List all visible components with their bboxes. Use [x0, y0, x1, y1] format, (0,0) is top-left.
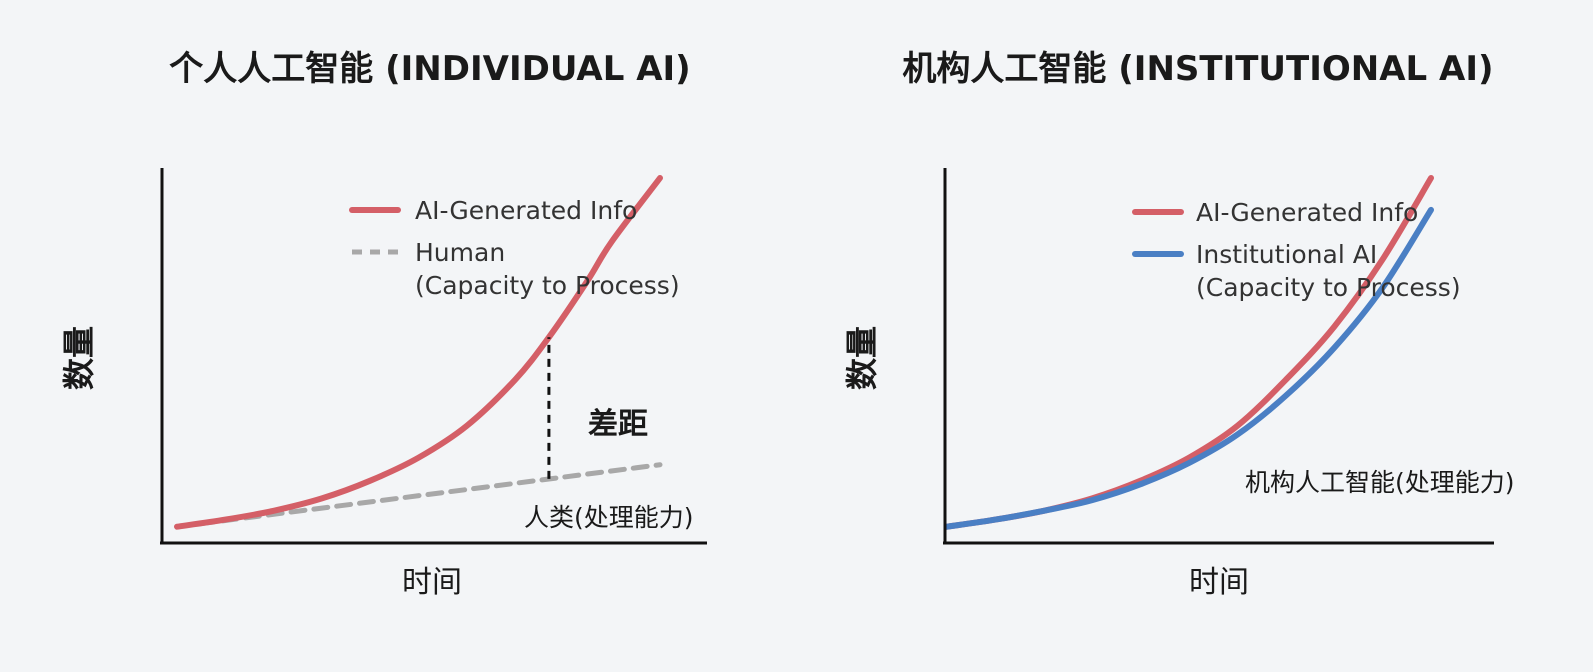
human-capacity-label: 人类(处理能力)	[524, 503, 694, 532]
panel-individual: 个人人工智能 (INDIVIDUAL AI) 数量 时间 AI-Generate…	[60, 49, 707, 600]
gap-label: 差距	[588, 407, 648, 442]
legend-label-institutional-line2: (Capacity to Process)	[1196, 273, 1461, 302]
legend-label-human-line2: (Capacity to Process)	[415, 271, 680, 300]
x-axis-label-institutional: 时间	[1189, 565, 1249, 600]
series-line-institutional-ai-institutional	[944, 206, 1434, 530]
legend-institutional: AI-Generated Info Institutional AI (Capa…	[1132, 198, 1461, 302]
chart-title-institutional: 机构人工智能 (INSTITUTIONAL AI)	[902, 49, 1493, 89]
legend-label-ai-generated-institutional: AI-Generated Info	[1196, 198, 1418, 227]
series-line-ai-generated-info-individual	[174, 175, 663, 530]
series-group-individual	[174, 175, 663, 530]
institutional-capacity-label: 机构人工智能(处理能力)	[1245, 468, 1515, 497]
legend-label-human-line1: Human	[415, 238, 505, 267]
legend-individual: AI-Generated Info Human (Capacity to Pro…	[349, 196, 680, 300]
chart-title-individual: 个人人工智能 (INDIVIDUAL AI)	[169, 49, 690, 89]
series-group-institutional	[944, 175, 1434, 530]
legend-label-institutional-line1: Institutional AI	[1196, 240, 1377, 269]
legend-label-ai-generated-individual: AI-Generated Info	[415, 196, 637, 225]
panel-institutional: 机构人工智能 (INSTITUTIONAL AI) 数量 时间 AI-Gener…	[843, 49, 1515, 600]
x-axis-label-individual: 时间	[402, 565, 462, 600]
y-axis-label-individual: 数量	[60, 326, 98, 390]
y-axis-label-institutional: 数量	[843, 326, 881, 390]
